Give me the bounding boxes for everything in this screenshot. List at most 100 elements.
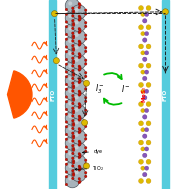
Circle shape (141, 89, 145, 93)
Circle shape (78, 177, 81, 180)
Circle shape (143, 95, 147, 100)
Circle shape (78, 77, 81, 80)
Circle shape (78, 81, 81, 84)
Circle shape (141, 166, 145, 170)
Circle shape (71, 107, 74, 109)
Circle shape (146, 102, 151, 107)
Circle shape (65, 36, 80, 50)
Circle shape (65, 48, 80, 63)
Circle shape (72, 11, 75, 14)
Circle shape (79, 55, 81, 58)
Circle shape (79, 105, 81, 108)
Circle shape (78, 169, 81, 171)
Circle shape (71, 119, 74, 122)
Circle shape (143, 76, 147, 81)
Circle shape (84, 71, 87, 74)
Circle shape (75, 8, 79, 12)
Circle shape (65, 83, 68, 86)
Circle shape (84, 109, 87, 112)
Circle shape (65, 111, 80, 125)
Circle shape (65, 71, 68, 73)
Circle shape (65, 171, 68, 173)
Circle shape (79, 30, 81, 33)
Circle shape (141, 70, 145, 74)
Circle shape (65, 13, 68, 15)
Circle shape (84, 113, 87, 115)
Circle shape (65, 146, 68, 148)
Circle shape (143, 172, 147, 177)
Circle shape (65, 98, 80, 113)
Circle shape (78, 181, 81, 184)
Circle shape (139, 6, 143, 10)
Circle shape (65, 61, 80, 75)
Circle shape (72, 155, 86, 169)
Circle shape (65, 136, 80, 150)
Circle shape (72, 149, 75, 151)
Circle shape (72, 61, 75, 64)
Circle shape (65, 158, 68, 161)
Circle shape (79, 129, 81, 131)
Circle shape (84, 46, 87, 49)
Circle shape (72, 172, 75, 175)
Circle shape (72, 167, 86, 182)
Circle shape (84, 96, 87, 99)
Circle shape (71, 90, 74, 92)
Circle shape (78, 119, 81, 121)
Circle shape (72, 97, 75, 100)
Circle shape (68, 51, 72, 56)
Bar (49, 1, 56, 188)
Circle shape (68, 89, 72, 93)
Circle shape (68, 126, 72, 130)
Circle shape (75, 83, 79, 87)
Circle shape (143, 115, 147, 119)
Circle shape (65, 11, 80, 25)
Circle shape (78, 106, 81, 109)
Circle shape (75, 108, 79, 112)
Circle shape (78, 128, 81, 130)
Circle shape (143, 38, 147, 42)
Circle shape (78, 131, 81, 134)
Circle shape (83, 163, 89, 169)
Circle shape (65, 133, 68, 136)
Circle shape (141, 108, 145, 113)
Circle shape (139, 25, 143, 30)
Circle shape (71, 157, 74, 160)
Text: MoS$_2$: MoS$_2$ (140, 86, 149, 103)
Circle shape (72, 67, 86, 82)
Circle shape (71, 27, 74, 30)
Circle shape (71, 144, 74, 147)
Circle shape (84, 84, 87, 87)
Circle shape (71, 140, 74, 142)
Circle shape (84, 134, 87, 136)
Circle shape (141, 12, 145, 16)
Circle shape (71, 19, 74, 22)
Circle shape (65, 38, 68, 40)
Circle shape (71, 82, 74, 84)
Circle shape (145, 12, 149, 16)
Circle shape (65, 161, 80, 175)
Circle shape (139, 102, 143, 107)
Circle shape (72, 122, 75, 125)
Circle shape (145, 147, 149, 151)
Circle shape (72, 160, 75, 162)
Circle shape (65, 0, 80, 13)
Circle shape (72, 72, 75, 75)
Circle shape (84, 150, 87, 153)
Circle shape (71, 152, 74, 155)
Circle shape (84, 9, 87, 12)
Circle shape (71, 102, 74, 105)
Circle shape (72, 24, 75, 26)
Circle shape (79, 116, 81, 119)
Circle shape (71, 165, 74, 167)
Circle shape (146, 63, 151, 68)
Circle shape (53, 58, 59, 64)
Circle shape (84, 63, 87, 65)
Circle shape (72, 111, 75, 114)
Circle shape (79, 130, 81, 133)
Circle shape (72, 130, 86, 144)
Circle shape (84, 34, 87, 36)
Circle shape (72, 22, 75, 25)
Circle shape (162, 9, 168, 15)
Circle shape (72, 135, 75, 137)
Circle shape (78, 53, 81, 55)
